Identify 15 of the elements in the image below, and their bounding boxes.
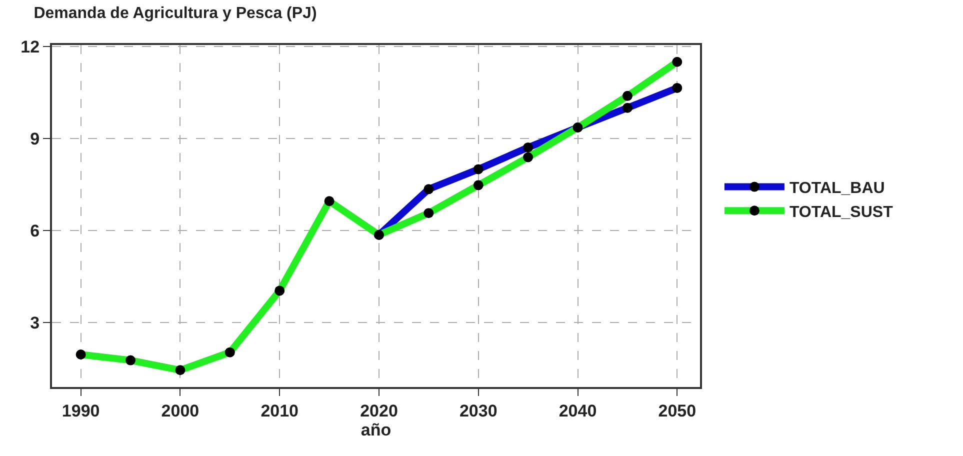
- x-tick-label: 2050: [658, 401, 696, 420]
- legend-label: TOTAL_BAU: [789, 180, 885, 198]
- legend-label: TOTAL_SUST: [789, 204, 894, 221]
- x-tick-label: 1990: [62, 401, 100, 420]
- x-tick-label: 2030: [459, 401, 498, 420]
- chart-title: Demanda de Agricultura y Pesca (PJ): [34, 5, 317, 22]
- x-axis-title: año: [360, 420, 392, 440]
- y-tick-label: 12: [20, 37, 40, 56]
- y-tick-label: 3: [30, 314, 40, 333]
- x-tick-label: 2010: [260, 401, 299, 420]
- y-tick-label: 9: [30, 130, 40, 148]
- x-tick-label: 2000: [161, 401, 200, 420]
- x-tick-label: 2020: [360, 401, 398, 420]
- x-tick-label: 2040: [558, 401, 597, 420]
- y-tick-label: 6: [30, 222, 40, 241]
